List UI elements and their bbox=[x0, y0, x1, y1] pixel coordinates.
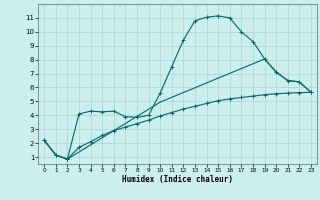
X-axis label: Humidex (Indice chaleur): Humidex (Indice chaleur) bbox=[122, 175, 233, 184]
